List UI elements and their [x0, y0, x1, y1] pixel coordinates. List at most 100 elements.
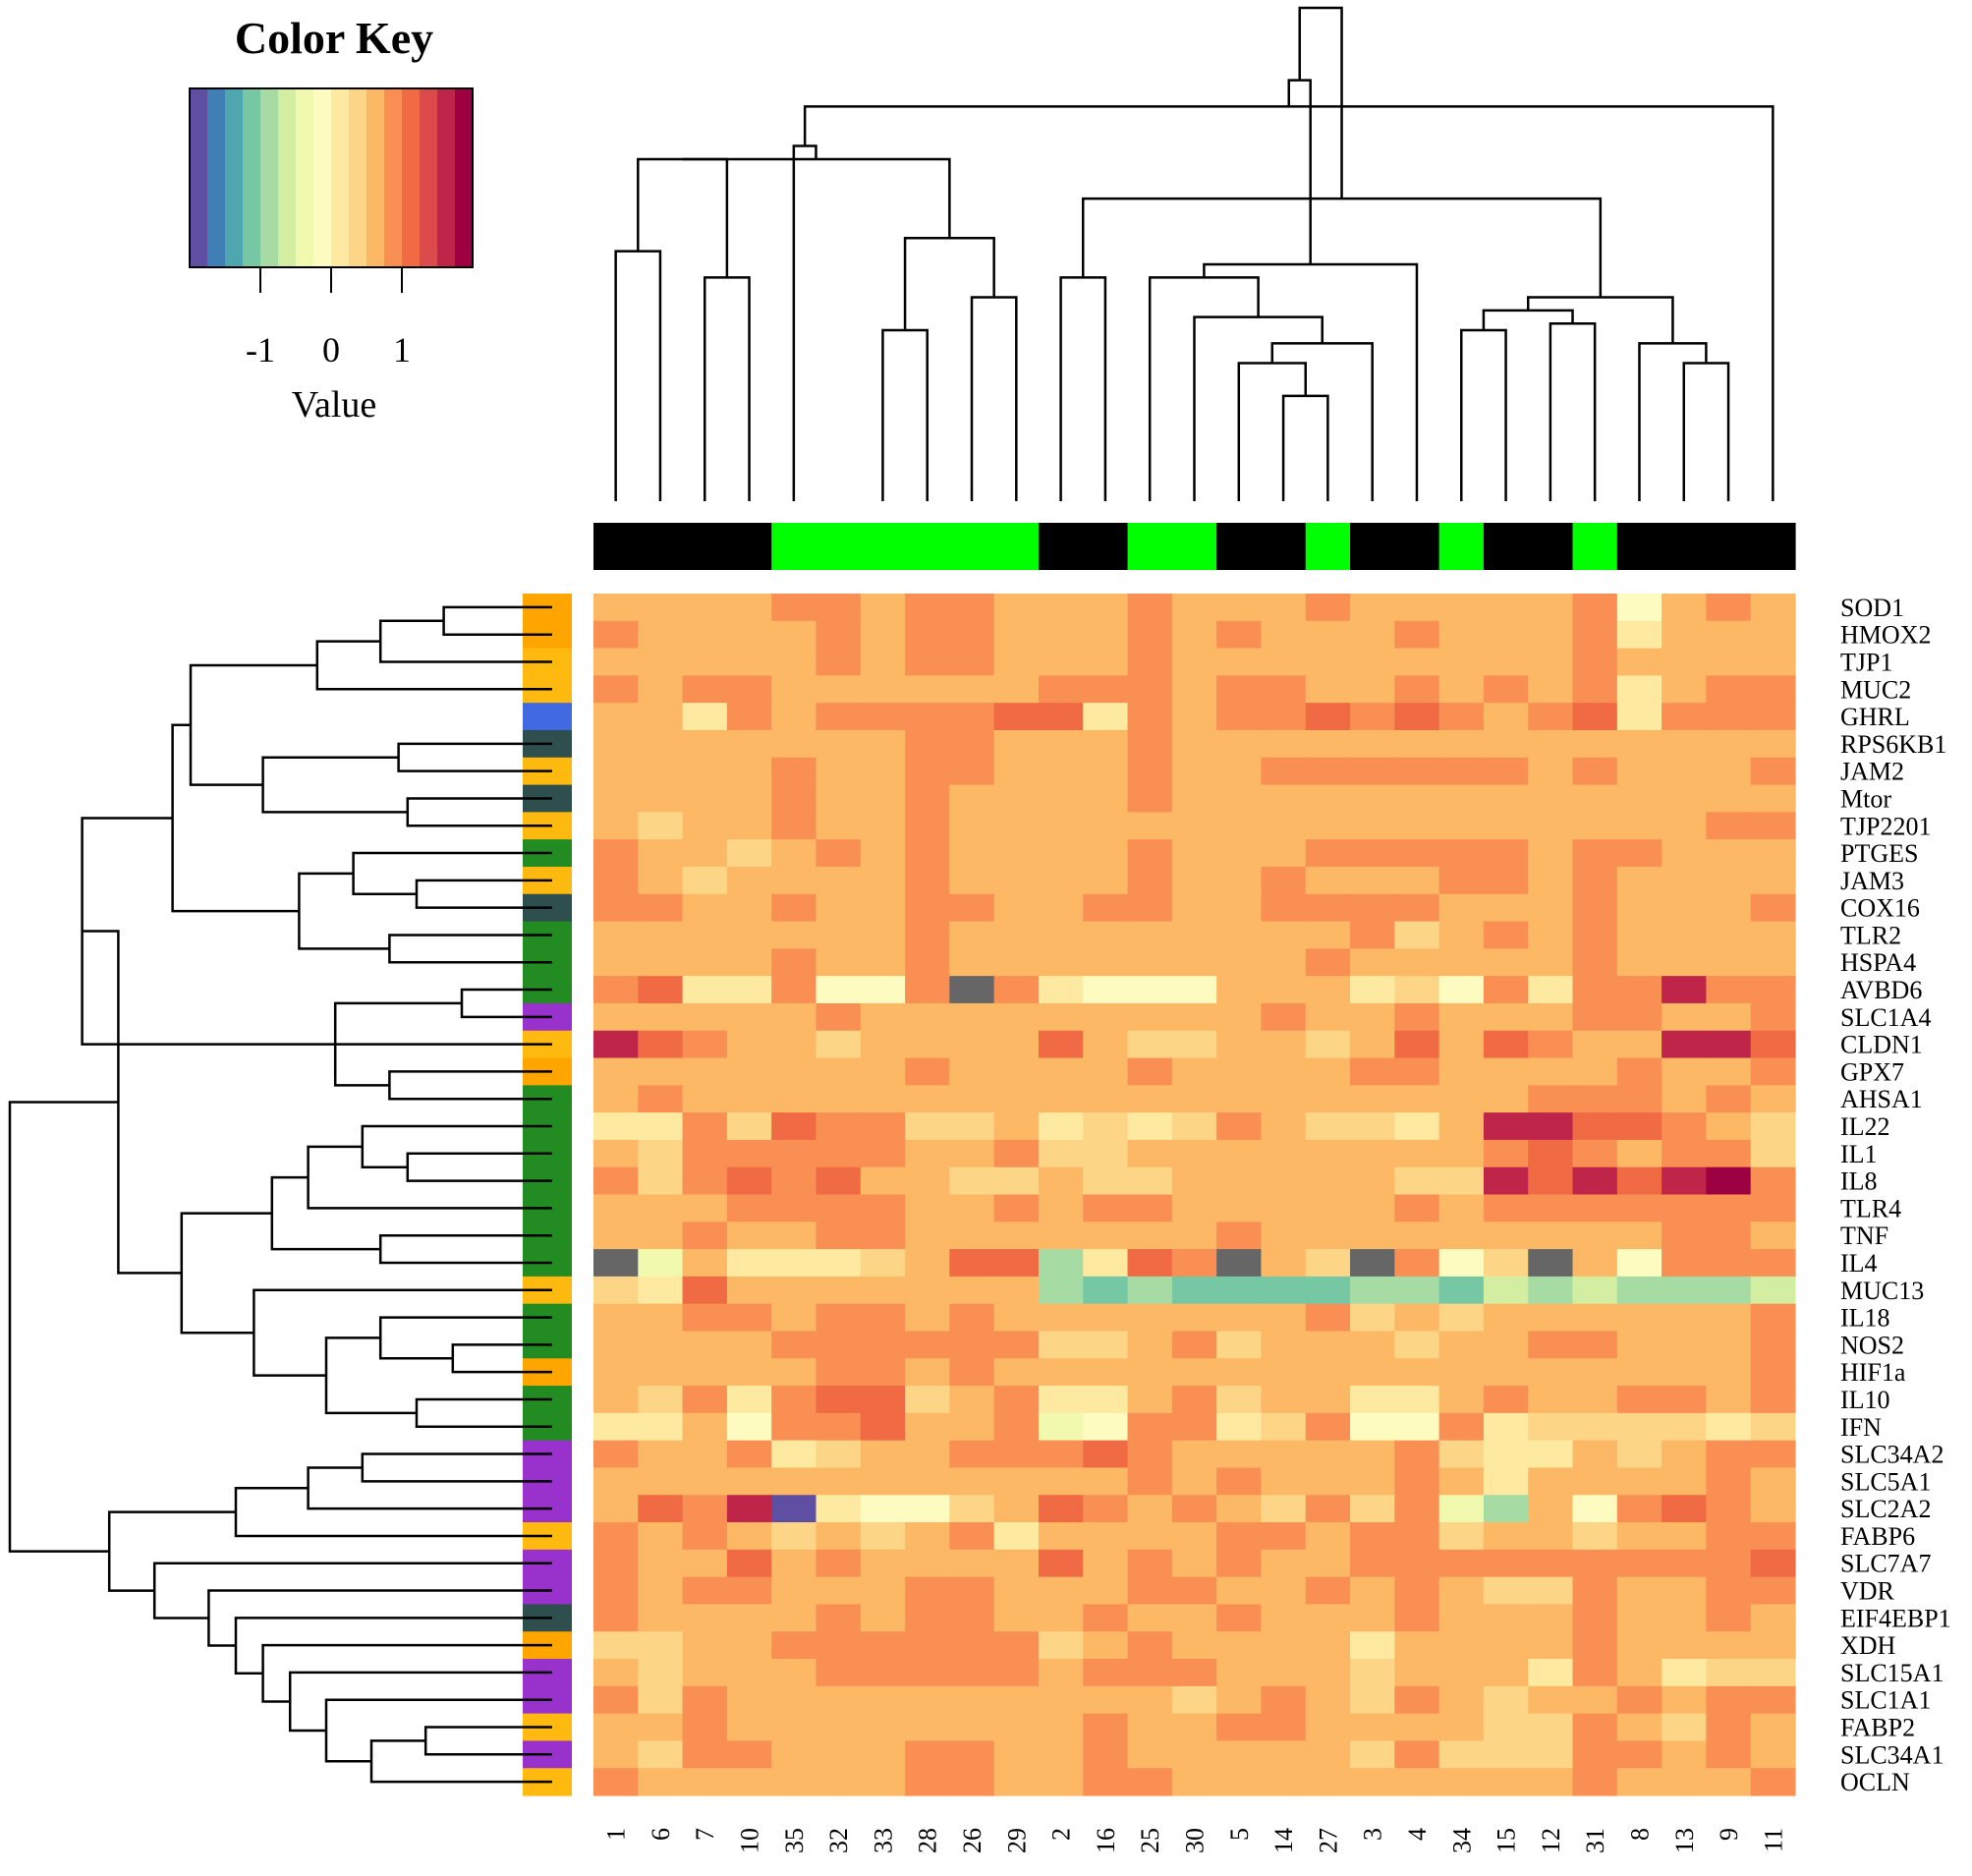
- heatmap-cell: [638, 1194, 684, 1222]
- heatmap-cell: [993, 1303, 1040, 1333]
- heatmap-cell: [1572, 976, 1618, 1004]
- heatmap-cell: [949, 1057, 995, 1086]
- heatmap-cell: [1261, 921, 1307, 949]
- heatmap-cell: [1483, 703, 1529, 731]
- heatmap-cell: [1572, 1139, 1618, 1168]
- column-label: 3: [1359, 1828, 1387, 1841]
- heatmap-cell: [593, 921, 639, 949]
- column-label: 29: [1002, 1828, 1031, 1853]
- heatmap-cell: [1350, 948, 1395, 977]
- heatmap-cell: [1038, 1222, 1084, 1250]
- heatmap-cell: [860, 812, 906, 840]
- heatmap-cell: [1216, 1604, 1263, 1632]
- heatmap-cell: [1706, 1331, 1752, 1359]
- heatmap-cell: [1083, 1659, 1129, 1687]
- heatmap-cell: [771, 1740, 817, 1769]
- column-label: 1: [602, 1828, 631, 1841]
- heatmap-cell: [1305, 812, 1351, 840]
- heatmap-cell: [1750, 729, 1796, 759]
- heatmap-cell: [949, 594, 995, 622]
- heatmap-cell: [1038, 839, 1084, 868]
- heatmap-cell: [1662, 1467, 1708, 1496]
- heatmap-cell: [905, 1576, 950, 1606]
- heatmap-cell: [771, 1002, 817, 1032]
- heatmap-cell: [1528, 1002, 1574, 1032]
- heatmap-cell: [1350, 1331, 1395, 1359]
- heatmap-cell: [1662, 1495, 1708, 1523]
- heatmap-cell: [905, 1685, 950, 1715]
- heatmap-cell: [1305, 921, 1351, 949]
- row-label: COX16: [1840, 894, 1920, 923]
- heatmap-cell: [993, 1194, 1040, 1222]
- heatmap-cell: [816, 1057, 862, 1086]
- column-group-bar: [949, 523, 995, 570]
- heatmap-cell: [638, 1139, 684, 1168]
- heatmap-cell: [1572, 1276, 1618, 1305]
- heatmap-cell: [1216, 893, 1263, 923]
- heatmap-cell: [1706, 921, 1752, 949]
- heatmap-cell: [1394, 620, 1440, 650]
- heatmap-cell: [1616, 1030, 1662, 1059]
- heatmap-cell: [1528, 729, 1574, 759]
- heatmap-cell: [1706, 866, 1752, 895]
- color-key-swatch: [225, 88, 244, 267]
- heatmap-cell: [1216, 1139, 1263, 1168]
- heatmap-cell: [1750, 893, 1796, 923]
- heatmap-cell: [1662, 1713, 1708, 1742]
- heatmap-cell: [771, 893, 817, 923]
- heatmap-cell: [682, 703, 728, 731]
- heatmap-cell: [1394, 648, 1440, 676]
- heatmap-cell: [593, 757, 639, 786]
- heatmap-cell: [1706, 1495, 1752, 1523]
- heatmap-cell: [1528, 893, 1574, 923]
- heatmap-cell: [726, 1139, 772, 1168]
- heatmap-cell: [638, 1331, 684, 1359]
- heatmap-cell: [1706, 1440, 1752, 1469]
- column-group-bar: [1083, 523, 1129, 570]
- heatmap-cell: [1528, 620, 1574, 650]
- heatmap-cell: [1706, 1057, 1752, 1086]
- heatmap-cell: [905, 1194, 950, 1222]
- heatmap-cell: [949, 757, 995, 786]
- heatmap-cell: [1127, 1002, 1173, 1032]
- heatmap-cell: [682, 1139, 728, 1168]
- heatmap-cell: [1616, 594, 1662, 622]
- heatmap-cell: [860, 1030, 906, 1059]
- heatmap-cell: [905, 648, 950, 676]
- heatmap-cell: [1662, 620, 1708, 650]
- heatmap-cell: [860, 1057, 906, 1086]
- heatmap-cell: [1662, 1002, 1708, 1032]
- heatmap-cell: [1038, 1085, 1084, 1113]
- column-group-bar: [1305, 523, 1351, 570]
- heatmap-cell: [593, 648, 639, 676]
- heatmap-cell: [1171, 1358, 1217, 1387]
- heatmap-cell: [1350, 784, 1395, 813]
- row-label: HIF1a: [1840, 1358, 1906, 1387]
- heatmap-cell: [726, 784, 772, 813]
- heatmap-cell: [1261, 1713, 1307, 1742]
- color-key-swatch: [260, 88, 279, 267]
- heatmap-cell: [682, 1112, 728, 1141]
- heatmap-cell: [1038, 1495, 1084, 1523]
- heatmap-cell: [1528, 1467, 1574, 1496]
- heatmap-cell: [1171, 1139, 1217, 1168]
- heatmap-cell: [860, 1659, 906, 1687]
- heatmap-cell: [1528, 1549, 1574, 1578]
- heatmap-cell: [1750, 1002, 1796, 1032]
- heatmap-cell: [1572, 1495, 1618, 1523]
- heatmap-cell: [949, 1412, 995, 1442]
- heatmap-cell: [1616, 1768, 1662, 1796]
- heatmap-cell: [1171, 1467, 1217, 1496]
- heatmap-cell: [1038, 1386, 1084, 1414]
- heatmap-cell: [1127, 1576, 1173, 1606]
- heatmap-cell: [1127, 1030, 1173, 1059]
- heatmap-cell: [726, 1002, 772, 1032]
- heatmap-cell: [1216, 1249, 1263, 1278]
- heatmap-cell: [726, 1659, 772, 1687]
- heatmap-cell: [816, 1713, 862, 1742]
- row-label: IL8: [1840, 1167, 1878, 1196]
- heatmap-cell: [1171, 866, 1217, 895]
- heatmap-cell: [1706, 1659, 1752, 1687]
- heatmap-cell: [1305, 594, 1351, 622]
- heatmap-cell: [1438, 1057, 1485, 1086]
